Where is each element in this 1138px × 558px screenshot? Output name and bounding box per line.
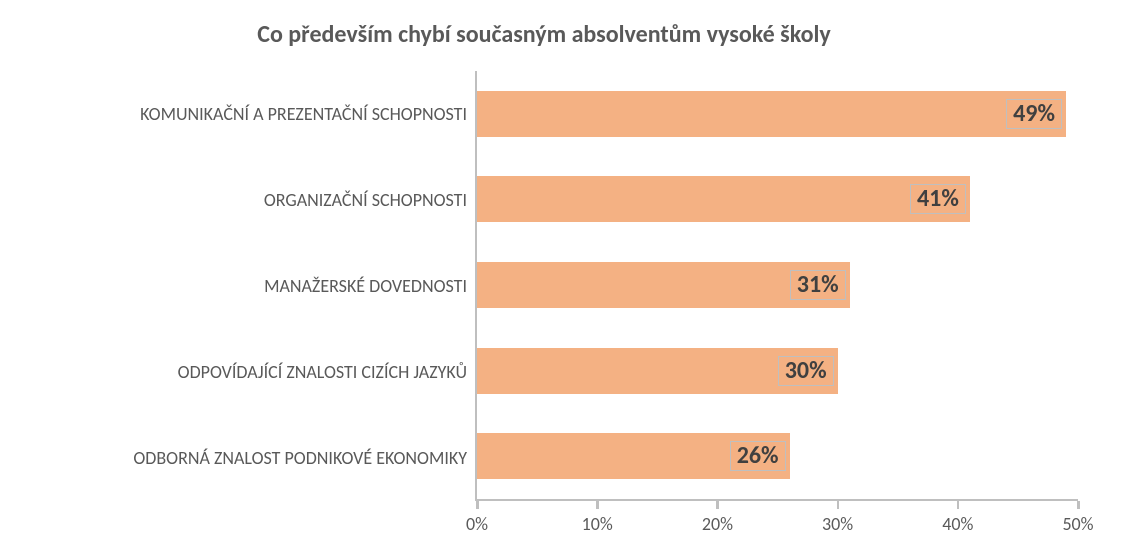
bar-row: 49%	[477, 91, 1078, 137]
bar-value-label: 41%	[910, 184, 966, 214]
bar-value-label: 31%	[790, 270, 846, 300]
x-tick-mark	[837, 501, 840, 509]
bar-row: 41%	[477, 176, 1078, 222]
bar-value-label: 49%	[1006, 99, 1062, 129]
bar: 31%	[477, 262, 850, 308]
y-axis-label: MANAŽERSKÉ DOVEDNOSTI	[10, 275, 467, 297]
y-axis-label: ODBORNÁ ZNALOST PODNIKOVÉ EKONOMIKY	[10, 447, 467, 469]
chart-body: KOMUNIKAČNÍ A PREZENTAČNÍ SCHOPNOSTI ORGA…	[10, 71, 1078, 501]
bar: 26%	[477, 433, 790, 479]
bar-row: 30%	[477, 348, 1078, 394]
bar: 30%	[477, 348, 838, 394]
x-tick-label: 30%	[822, 513, 853, 535]
bar-value-label: 26%	[730, 441, 786, 471]
bars-group: 49% 41% 31% 30% 26%	[477, 71, 1078, 499]
x-tick-mark	[716, 501, 719, 509]
bar-value-label: 30%	[778, 356, 834, 386]
x-tick-label: 0%	[466, 513, 488, 535]
x-tick-mark	[957, 501, 960, 509]
bar: 49%	[477, 91, 1066, 137]
x-tick-mark	[596, 501, 599, 509]
bar: 41%	[477, 176, 970, 222]
x-tick-label: 10%	[582, 513, 613, 535]
bar-row: 26%	[477, 433, 1078, 479]
y-axis-labels: KOMUNIKAČNÍ A PREZENTAČNÍ SCHOPNOSTI ORGA…	[10, 71, 475, 501]
plot-area: 49% 41% 31% 30% 26%	[475, 71, 1078, 501]
x-tick-mark	[1077, 501, 1080, 509]
x-tick-mark	[476, 501, 479, 509]
y-axis-label: ODPOVÍDAJÍCÍ ZNALOSTI CIZÍCH JAZYKŮ	[10, 361, 467, 383]
x-tick-label: 40%	[942, 513, 973, 535]
y-axis-label: ORGANIZAČNÍ SCHOPNOSTI	[10, 189, 467, 211]
chart-title: Co především chybí současným absolventům…	[10, 20, 1078, 49]
x-tick-label: 20%	[702, 513, 733, 535]
x-tick-label: 50%	[1062, 513, 1093, 535]
chart-container: Co především chybí současným absolventům…	[0, 0, 1138, 558]
y-axis-label: KOMUNIKAČNÍ A PREZENTAČNÍ SCHOPNOSTI	[10, 103, 467, 125]
bar-row: 31%	[477, 262, 1078, 308]
